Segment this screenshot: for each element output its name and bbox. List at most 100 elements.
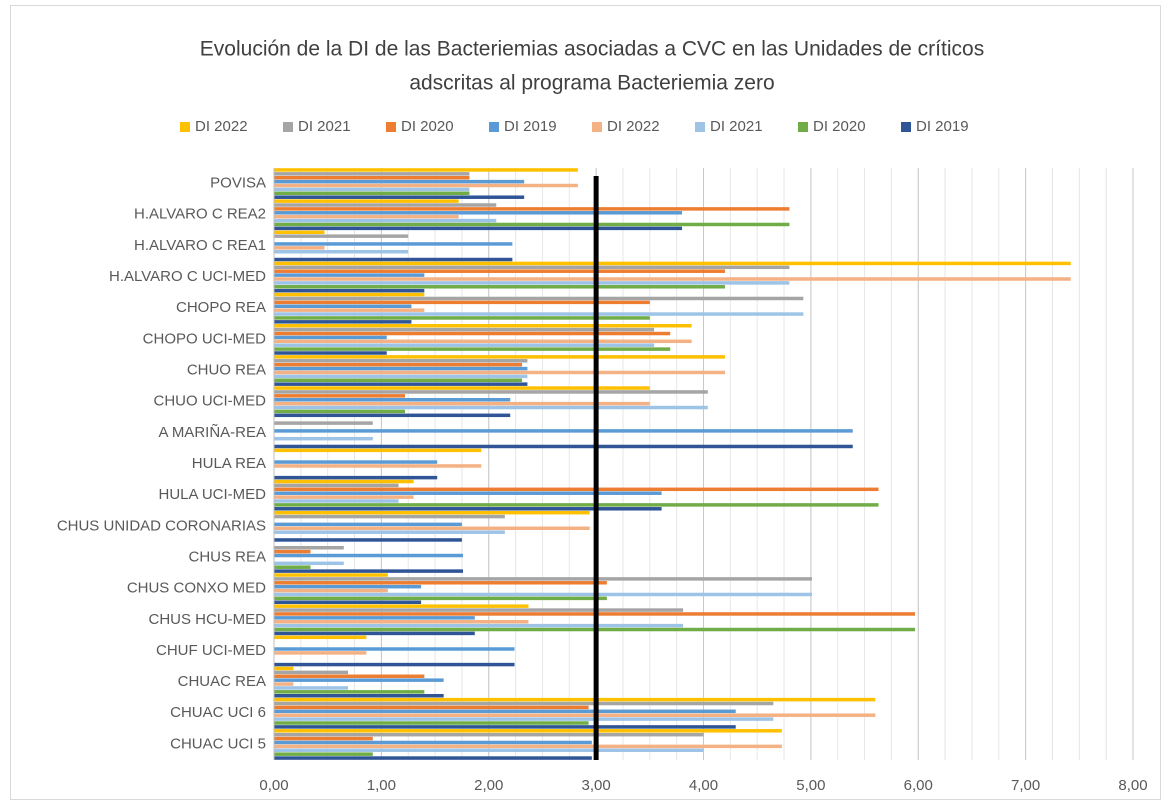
bar [274, 565, 311, 569]
bar [274, 249, 409, 254]
bar [274, 448, 482, 453]
bar [274, 405, 708, 410]
bar [274, 401, 650, 406]
bar [274, 320, 412, 324]
y-tick-label: CHOPO REA [176, 299, 266, 316]
bar [274, 347, 671, 351]
bar [274, 300, 650, 305]
bar [274, 323, 692, 328]
y-tick-label: H.ALVARO C REA1 [134, 237, 266, 254]
bar [274, 514, 505, 519]
bar [274, 199, 459, 203]
bar [274, 288, 425, 293]
bar [274, 600, 422, 605]
bar [274, 312, 804, 316]
y-tick-label: HULA UCI-MED [158, 486, 266, 503]
bar [274, 222, 790, 227]
x-tick-label: 5,00 [796, 777, 825, 794]
bar [274, 561, 344, 566]
bar [274, 530, 505, 534]
bar [274, 179, 525, 184]
bar [274, 674, 425, 679]
bar [274, 713, 876, 717]
bar [274, 736, 373, 741]
bar [274, 339, 692, 344]
bar [274, 378, 523, 383]
bar [274, 666, 294, 671]
chart-title: Evolución de la DI de las Bacteriemias a… [200, 38, 984, 61]
bar [274, 331, 671, 336]
bar [274, 277, 1071, 281]
bar [274, 682, 294, 686]
bar [274, 269, 725, 273]
bar [274, 327, 655, 332]
y-tick-label: CHOPO UCI-MED [143, 330, 267, 347]
bar [274, 211, 683, 215]
bar [274, 273, 425, 277]
bar [274, 444, 853, 449]
bar [274, 374, 528, 379]
bar [274, 616, 475, 620]
bar [274, 709, 736, 714]
legend-label: DI 2020 [813, 118, 866, 135]
bar [274, 623, 684, 628]
bar [274, 175, 470, 180]
bar [274, 526, 590, 531]
bar [274, 413, 511, 418]
bar [274, 510, 590, 515]
legend-label: DI 2019 [504, 118, 557, 135]
bar [274, 168, 578, 172]
bar [274, 592, 812, 597]
bar [274, 538, 462, 542]
bar [274, 581, 607, 585]
bar [274, 207, 790, 211]
bar [274, 343, 655, 347]
bar [274, 740, 592, 745]
bar [274, 717, 774, 721]
bar [274, 507, 662, 511]
x-tick-label: 1,00 [367, 777, 396, 794]
legend-label: DI 2020 [401, 118, 454, 135]
bar [274, 569, 463, 573]
bar [274, 421, 373, 425]
bar [274, 693, 444, 698]
legend-label: DI 2021 [710, 118, 763, 135]
legend-label: DI 2019 [916, 118, 969, 135]
bar [274, 394, 405, 398]
bar [274, 242, 513, 246]
bar [274, 491, 662, 495]
x-tick-label: 7,00 [1011, 777, 1040, 794]
bar [274, 429, 853, 433]
x-tick-label: 8,00 [1118, 777, 1147, 794]
bar [274, 230, 325, 235]
bar [274, 234, 409, 238]
bar [274, 596, 607, 601]
bar [274, 725, 736, 729]
bar [274, 573, 388, 577]
y-tick-label: A MARIÑA-REA [158, 424, 266, 441]
bar [274, 686, 349, 690]
bar [274, 281, 790, 285]
bar [274, 729, 782, 733]
bar [274, 588, 388, 593]
bar [274, 584, 422, 589]
bar [274, 409, 405, 414]
bar [274, 487, 879, 492]
bar [274, 316, 650, 320]
y-tick-label: CHUAC REA [178, 673, 266, 690]
y-tick-label: H.ALVARO C UCI-MED [109, 268, 266, 285]
bar [274, 366, 528, 371]
bar [274, 608, 684, 612]
bar [274, 475, 438, 480]
bar [274, 382, 528, 386]
bar [274, 460, 438, 464]
bar [274, 362, 523, 367]
y-tick-label: CHUS UNIDAD CORONARIAS [57, 517, 266, 534]
bar [274, 503, 879, 507]
bar [274, 436, 373, 441]
legend-swatch [901, 122, 911, 132]
y-tick-label: HULA REA [192, 455, 266, 472]
bar [274, 218, 497, 223]
bar [274, 386, 650, 390]
x-tick-label: 2,00 [474, 777, 503, 794]
